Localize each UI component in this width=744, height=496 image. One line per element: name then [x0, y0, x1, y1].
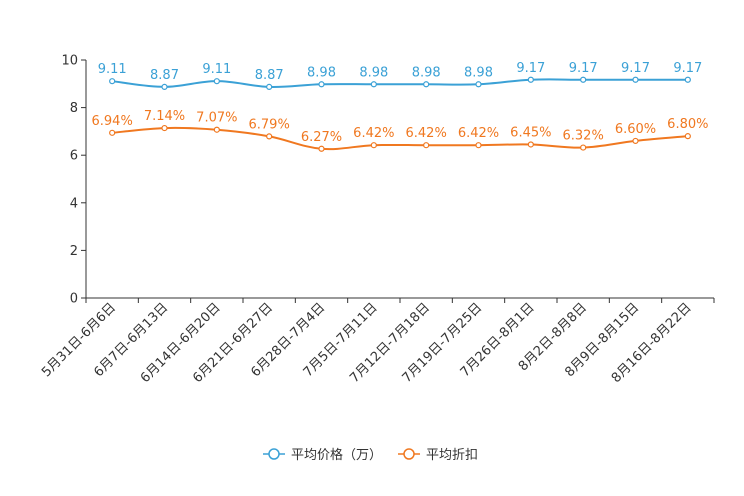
data-point[interactable] — [370, 81, 377, 88]
data-point[interactable] — [109, 129, 116, 136]
y-tick-label: 4 — [70, 196, 78, 211]
data-point[interactable] — [213, 78, 220, 85]
data-label: 9.11 — [98, 62, 127, 77]
data-label: 6.94% — [92, 114, 133, 129]
data-point[interactable] — [632, 76, 639, 83]
legend[interactable]: 平均价格（万） 平均折扣 — [263, 447, 478, 463]
data-label: 6.27% — [301, 130, 342, 145]
legend-marker-icon — [268, 448, 280, 460]
data-label: 8.98 — [359, 65, 388, 80]
data-label: 6.42% — [458, 126, 499, 141]
data-point[interactable] — [423, 142, 430, 149]
data-point[interactable] — [423, 81, 430, 88]
data-point[interactable] — [161, 124, 168, 132]
data-label: 9.11 — [202, 62, 231, 77]
data-label: 6.42% — [353, 126, 394, 141]
data-label: 9.17 — [569, 61, 598, 76]
data-point[interactable] — [318, 145, 325, 152]
data-point[interactable] — [370, 142, 377, 149]
data-point[interactable] — [527, 76, 534, 83]
data-point[interactable] — [266, 83, 273, 90]
axes: 02468105月31日-6月6日6月7日-6月13日6月14日-6月20日6月… — [39, 54, 715, 386]
data-label: 9.17 — [516, 61, 545, 76]
data-label: 8.98 — [464, 65, 493, 80]
data-label: 8.87 — [255, 68, 284, 83]
data-label: 9.17 — [621, 61, 650, 76]
data-point[interactable] — [161, 83, 168, 90]
data-point[interactable] — [213, 126, 220, 133]
series-layer — [109, 76, 691, 152]
data-label: 9.17 — [673, 61, 702, 76]
data-point[interactable] — [632, 137, 639, 145]
y-tick-label: 10 — [61, 54, 78, 69]
data-label: 6.60% — [615, 122, 656, 137]
data-point[interactable] — [527, 141, 534, 148]
data-label: 7.14% — [144, 109, 185, 124]
data-point[interactable] — [475, 81, 482, 88]
legend-marker-icon — [403, 448, 415, 460]
data-label: 6.80% — [667, 117, 708, 132]
y-tick-label: 0 — [70, 292, 78, 307]
data-label: 6.79% — [249, 117, 290, 132]
data-label: 6.32% — [563, 129, 604, 144]
data-label: 6.42% — [406, 126, 447, 141]
data-label: 8.98 — [412, 65, 441, 80]
data-point[interactable] — [580, 76, 587, 83]
legend-label: 平均折扣 — [426, 448, 478, 463]
y-tick-label: 6 — [70, 149, 78, 164]
legend-item-0[interactable]: 平均价格（万） — [263, 447, 382, 463]
data-point[interactable] — [475, 142, 482, 149]
data-label: 8.87 — [150, 68, 179, 83]
data-point[interactable] — [318, 81, 325, 88]
data-point[interactable] — [684, 76, 691, 83]
data-point[interactable] — [684, 133, 691, 140]
data-label: 8.98 — [307, 65, 336, 80]
series-line-1 — [112, 126, 688, 151]
data-point[interactable] — [266, 133, 273, 140]
legend-item-1[interactable]: 平均折扣 — [398, 448, 478, 463]
data-point[interactable] — [109, 78, 116, 85]
y-tick-label: 8 — [70, 101, 78, 116]
series-line-0 — [112, 78, 688, 88]
data-point[interactable] — [580, 144, 587, 151]
data-labels: 9.11 8.87 9.11 8.87 8.98 8.98 8.98 8.98 9.17 9.17… — [92, 61, 709, 145]
data-label: 7.07% — [196, 111, 237, 126]
legend-label: 平均价格（万） — [291, 447, 382, 463]
y-tick-label: 2 — [70, 244, 78, 259]
data-label: 6.45% — [510, 125, 551, 140]
